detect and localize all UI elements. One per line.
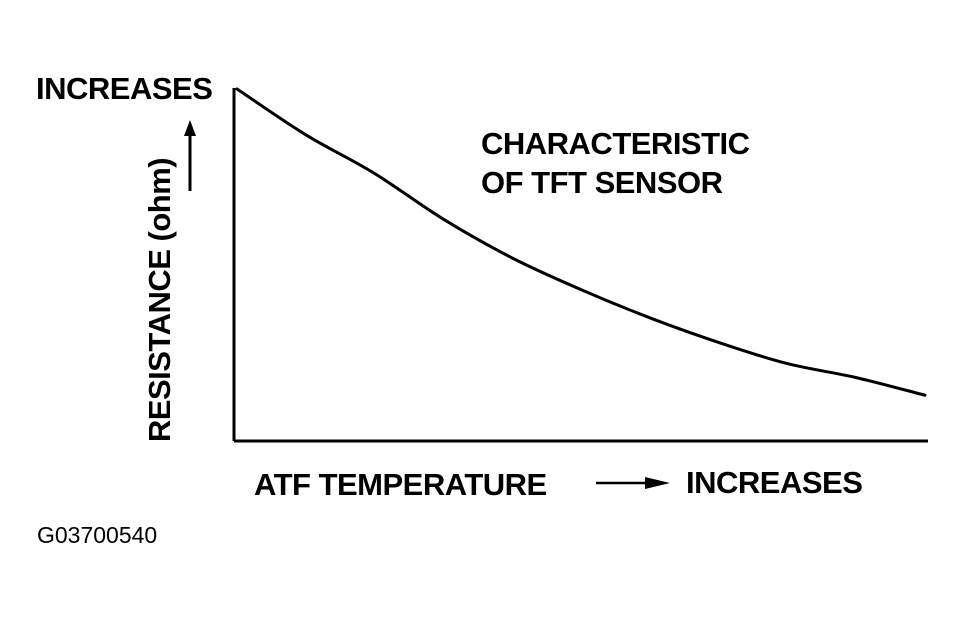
series-group	[235, 87, 927, 397]
x-axis-direction-label: INCREASES	[686, 465, 863, 500]
series-line-0	[235, 87, 927, 397]
x-direction-arrow	[596, 477, 670, 489]
chart-annotation-line-2: OF TFT SENSOR	[481, 165, 723, 200]
figure-id: G03700540	[37, 522, 158, 548]
chart-annotation-line-1: CHARACTERISTIC	[481, 126, 750, 161]
y-direction-arrow	[184, 120, 196, 191]
y-axis-label: RESISTANCE (ohm)	[142, 157, 177, 443]
x-axis-label: ATF TEMPERATURE	[254, 467, 547, 502]
y-axis-direction-label: INCREASES	[36, 71, 213, 106]
